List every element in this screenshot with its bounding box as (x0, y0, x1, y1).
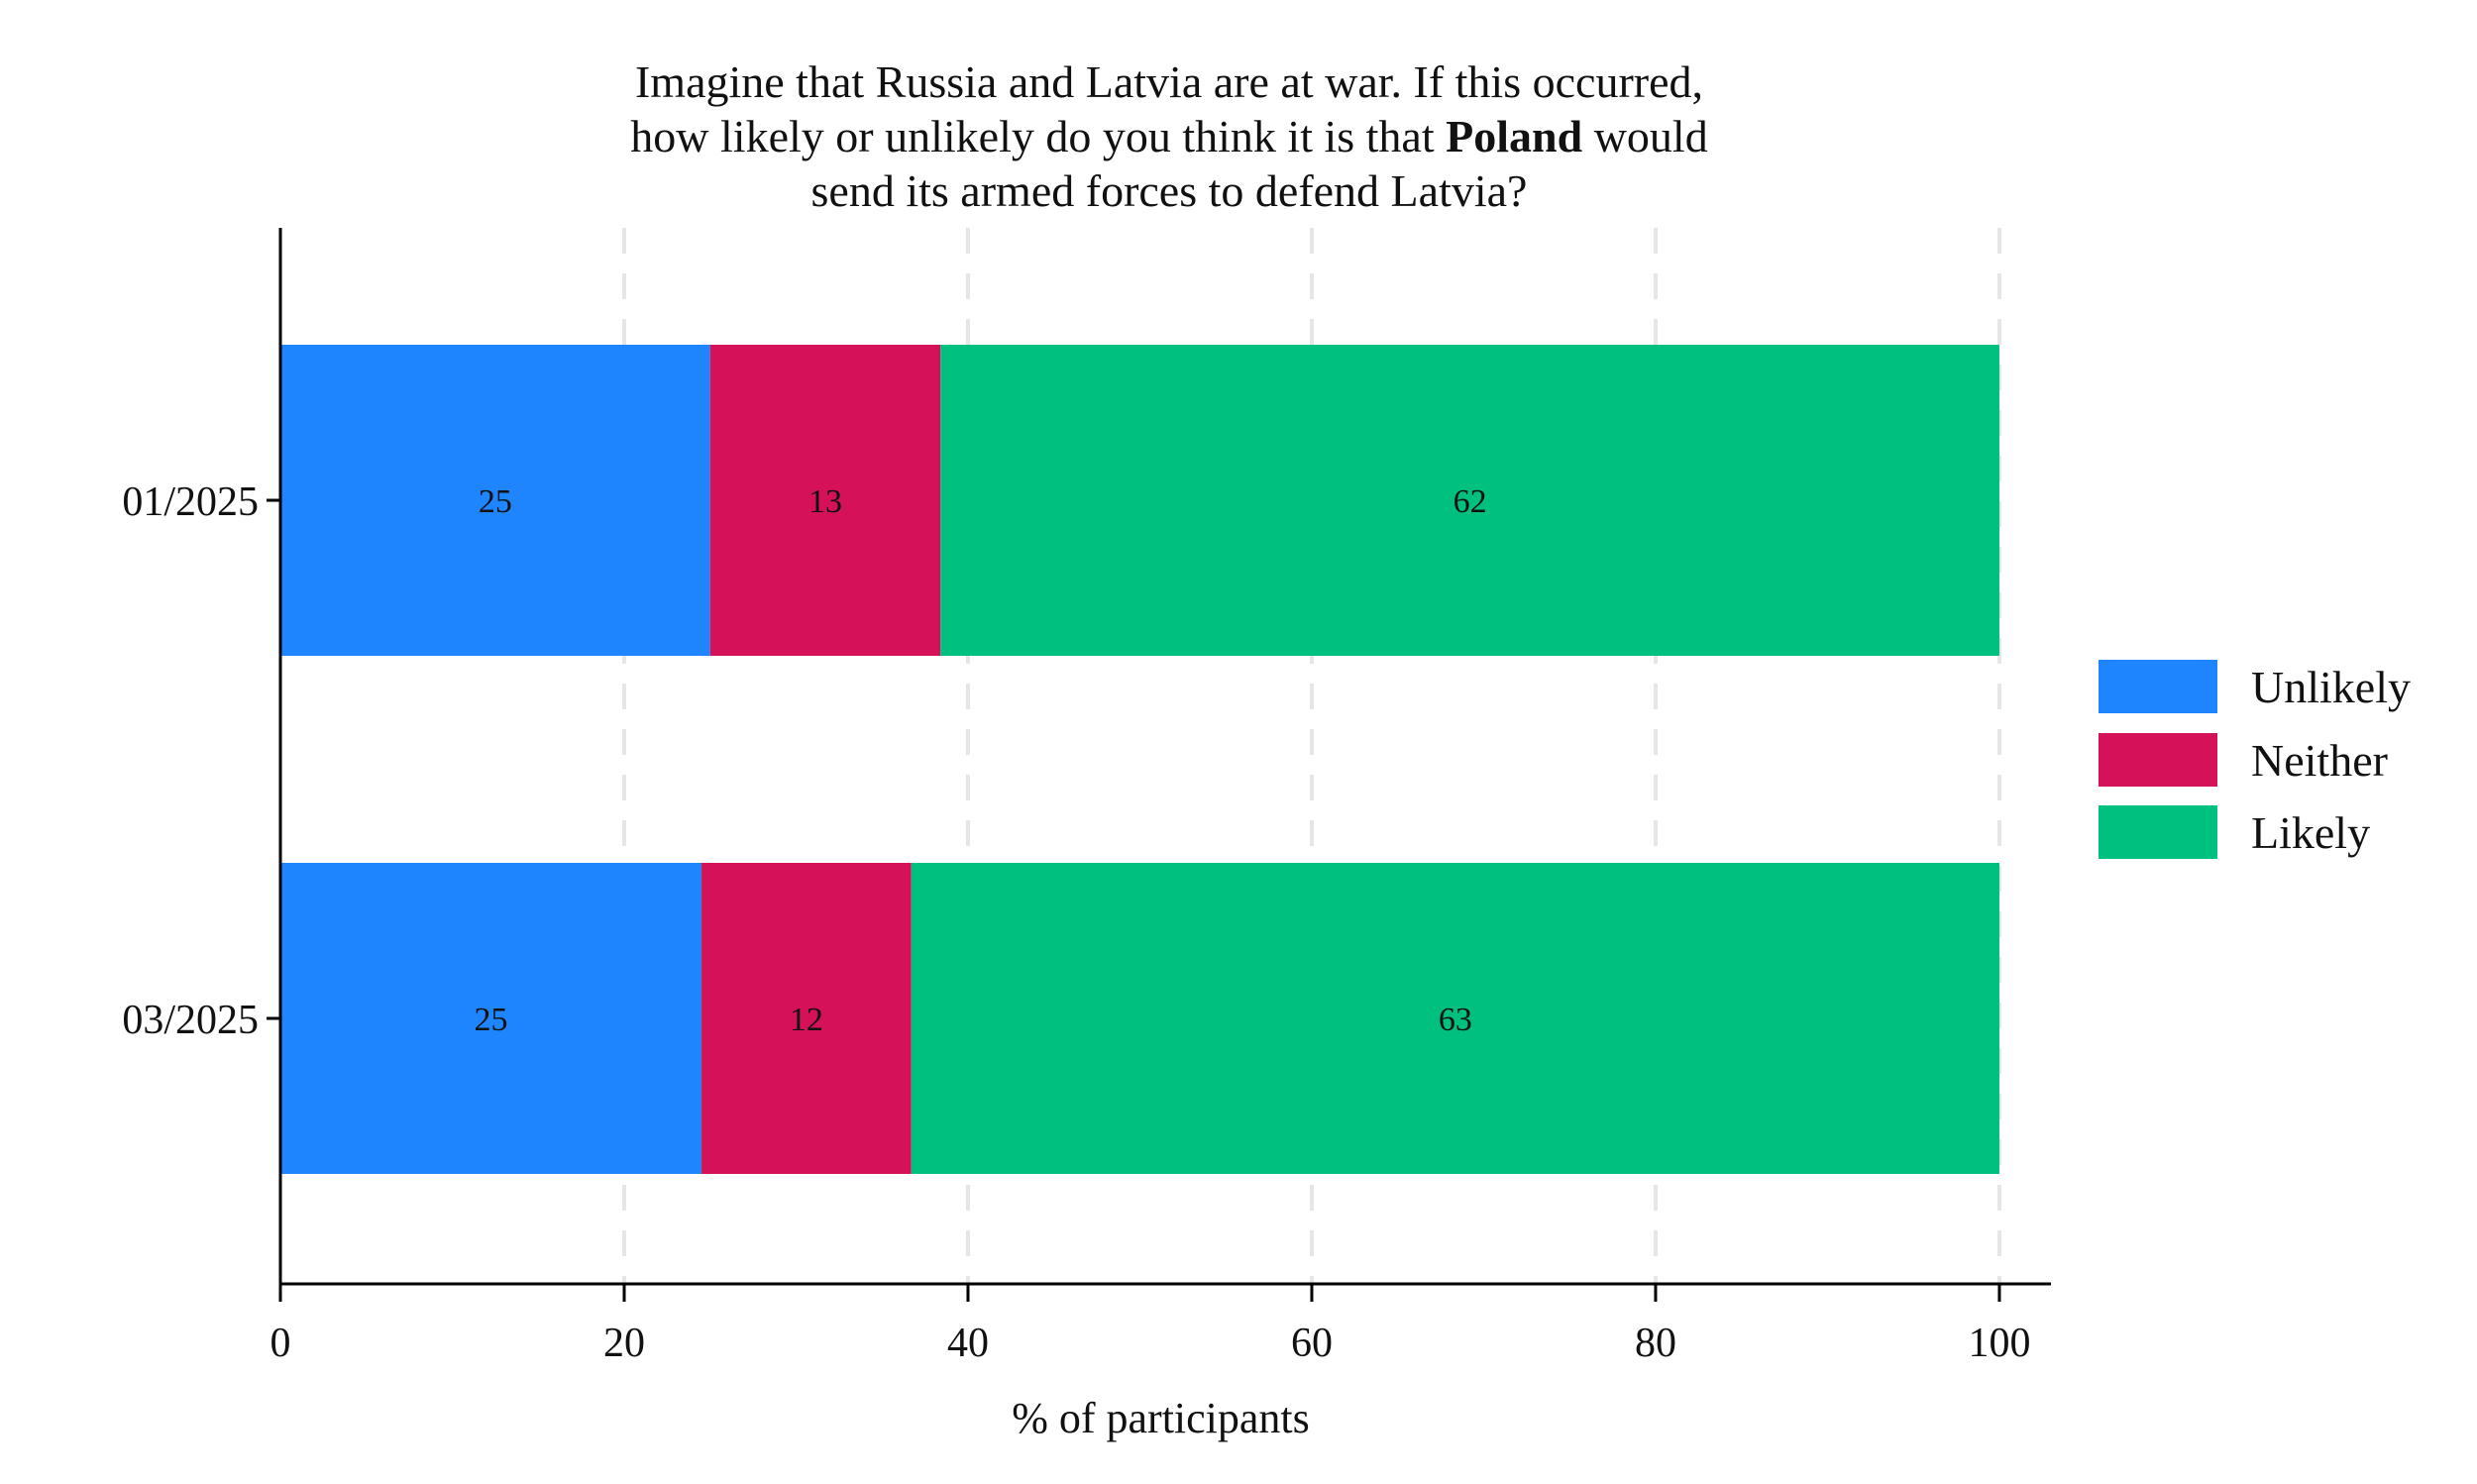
title-segment: Poland (1446, 111, 1582, 161)
bar-segment-likely (940, 345, 1999, 656)
x-tick-label: 100 (1968, 1321, 2030, 1366)
x-tick-label: 40 (947, 1321, 989, 1366)
legend-label: Neither (2251, 735, 2388, 786)
bar-segment-neither (701, 863, 912, 1174)
title-segment: Imagine that Russia and Latvia are at wa… (635, 56, 1703, 107)
x-axis-label: % of participants (1012, 1394, 1310, 1442)
data-label: 62 (1454, 483, 1487, 520)
x-tick-label: 80 (1635, 1321, 1676, 1366)
data-label: 12 (790, 1002, 823, 1038)
axes: 0 20 40 60 80 100 01/2025 03/2025 % of participa… (122, 228, 2051, 1442)
title-line: send its armed forces to defend Latvia? (811, 165, 1528, 216)
legend-label: Unlikely (2251, 662, 2411, 712)
bars: 25 13 62 25 12 63 (280, 345, 1999, 1174)
title-line: Imagine that Russia and Latvia are at wa… (635, 56, 1703, 107)
title-line: how likely or unlikely do you think it i… (630, 111, 1707, 161)
data-label: 63 (1439, 1002, 1472, 1038)
bar-segment-likely (911, 863, 1999, 1174)
title-segment: send its armed forces to defend Latvia? (811, 165, 1528, 216)
title-segment: would (1582, 111, 1708, 161)
x-tick-label: 20 (603, 1321, 645, 1366)
title-segment: how likely or unlikely do you think it i… (630, 111, 1446, 161)
legend-swatch-neither (2099, 733, 2217, 787)
chart-title: Imagine that Russia and Latvia are at wa… (630, 56, 1707, 216)
bar-segment-unlikely (280, 863, 702, 1174)
data-label: 25 (479, 483, 512, 520)
legend-swatch-unlikely (2099, 660, 2217, 713)
data-label: 25 (475, 1002, 508, 1038)
legend-label: Likely (2251, 807, 2370, 858)
x-tick-label: 60 (1291, 1321, 1333, 1366)
y-category-label: 03/2025 (122, 998, 259, 1043)
bar-segment-unlikely (280, 345, 710, 656)
y-category-label: 01/2025 (122, 479, 259, 525)
x-tick-label: 0 (270, 1321, 291, 1366)
legend-swatch-likely (2099, 805, 2217, 859)
data-label: 13 (808, 483, 842, 520)
bar-segment-neither (709, 345, 941, 656)
legend: Unlikely Neither Likely (2099, 660, 2411, 859)
